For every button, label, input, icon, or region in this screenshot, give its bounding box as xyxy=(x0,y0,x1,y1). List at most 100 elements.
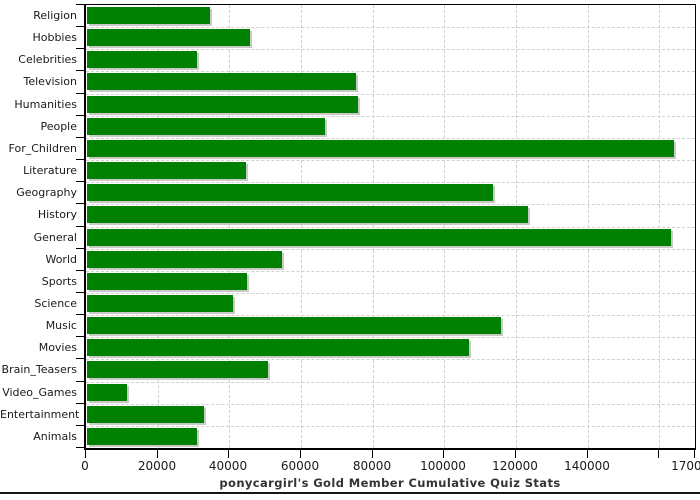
bar xyxy=(87,184,493,201)
y-axis-tick xyxy=(76,381,84,382)
chart-title: ponycargirl's Gold Member Cumulative Qui… xyxy=(219,476,561,490)
grid-line-horizontal xyxy=(86,160,695,161)
category-label: World xyxy=(45,252,77,266)
grid-line-horizontal xyxy=(86,249,695,250)
bar xyxy=(87,140,674,157)
y-axis-tick xyxy=(76,314,84,315)
bar xyxy=(87,317,501,334)
grid-line-horizontal xyxy=(86,426,695,427)
grid-line-horizontal xyxy=(86,271,695,272)
x-axis-tick xyxy=(300,450,301,458)
x-axis-tick xyxy=(443,450,444,458)
y-axis-tick xyxy=(76,115,84,116)
y-axis-tick xyxy=(76,26,84,27)
y-axis-tick xyxy=(76,181,84,182)
plot-inner xyxy=(86,5,695,448)
grid-line-vertical xyxy=(157,5,159,448)
bar xyxy=(87,339,469,356)
y-axis-tick xyxy=(76,248,84,249)
category-label: General xyxy=(33,230,77,244)
y-axis-tick xyxy=(76,70,84,71)
bar xyxy=(87,73,356,90)
y-axis-tick xyxy=(76,358,84,359)
grid-line-vertical xyxy=(515,5,517,448)
grid-line-horizontal xyxy=(86,138,695,139)
x-axis-tick xyxy=(587,450,588,458)
grid-line-horizontal xyxy=(86,315,695,316)
bar xyxy=(87,7,210,24)
y-axis-tick xyxy=(76,203,84,204)
grid-line-vertical xyxy=(659,5,661,448)
x-tick-label: 140000 xyxy=(564,459,610,473)
grid-line-horizontal xyxy=(86,71,695,72)
grid-line-horizontal xyxy=(86,293,695,294)
category-label: Celebrities xyxy=(18,53,77,67)
category-label: Music xyxy=(45,319,77,333)
bar xyxy=(87,361,268,378)
grid-line-vertical xyxy=(372,5,374,448)
category-label: Geography xyxy=(16,186,77,200)
bar xyxy=(87,29,250,46)
grid-line-vertical xyxy=(587,5,589,448)
y-axis-tick xyxy=(76,292,84,293)
category-label: Literature xyxy=(23,164,77,178)
x-axis-tick xyxy=(157,450,158,458)
grid-line-vertical xyxy=(444,5,446,448)
grid-line-horizontal xyxy=(86,204,695,205)
category-label: Hobbies xyxy=(32,31,77,45)
x-axis-tick xyxy=(694,450,695,458)
x-tick-label: 170000 xyxy=(671,459,700,473)
y-axis-tick xyxy=(76,48,84,49)
category-label: Movies xyxy=(38,341,77,355)
x-axis-tick xyxy=(515,450,516,458)
category-label: Animals xyxy=(33,429,77,443)
bar xyxy=(87,162,246,179)
x-axis-tick xyxy=(228,450,229,458)
grid-line-horizontal xyxy=(86,404,695,405)
grid-line-vertical xyxy=(300,5,302,448)
bar xyxy=(87,273,247,290)
y-axis-tick xyxy=(76,93,84,94)
bar xyxy=(87,229,671,246)
plot-area xyxy=(84,4,696,450)
category-label: Television xyxy=(23,75,78,89)
bottom-rule xyxy=(0,492,700,494)
x-tick-label: 100000 xyxy=(420,459,466,473)
bar xyxy=(87,51,197,68)
y-axis-tick xyxy=(76,4,84,5)
category-label: Brain_Teasers xyxy=(1,363,77,377)
category-label: Science xyxy=(34,296,77,310)
x-tick-label: 20000 xyxy=(137,459,177,473)
grid-line-horizontal xyxy=(86,382,695,383)
bar xyxy=(87,251,282,268)
x-tick-label: 120000 xyxy=(492,459,538,473)
x-tick-label: 0 xyxy=(81,459,89,473)
x-axis-tick xyxy=(372,450,373,458)
x-tick-label: 40000 xyxy=(208,459,248,473)
grid-line-horizontal xyxy=(86,337,695,338)
grid-line-horizontal xyxy=(86,27,695,28)
bar xyxy=(87,295,233,312)
category-label: Humanities xyxy=(14,97,77,111)
grid-line-horizontal xyxy=(86,94,695,95)
y-axis-tick xyxy=(76,137,84,138)
x-tick-label: 80000 xyxy=(352,459,392,473)
category-label: Video_Games xyxy=(2,385,77,399)
x-tick-label: 60000 xyxy=(280,459,320,473)
grid-line-horizontal xyxy=(86,116,695,117)
grid-line-horizontal xyxy=(86,182,695,183)
y-axis-tick xyxy=(76,425,84,426)
bar xyxy=(87,96,358,113)
y-axis-tick xyxy=(76,270,84,271)
bar xyxy=(87,206,528,223)
category-label: For_Children xyxy=(8,141,77,155)
grid-line-horizontal xyxy=(86,359,695,360)
category-label: Entertainment xyxy=(0,407,80,421)
bar xyxy=(87,406,204,423)
y-axis-tick xyxy=(76,226,84,227)
y-axis-tick xyxy=(76,447,84,448)
bar xyxy=(87,118,325,135)
bar xyxy=(87,428,197,445)
x-axis-tick xyxy=(658,450,659,458)
